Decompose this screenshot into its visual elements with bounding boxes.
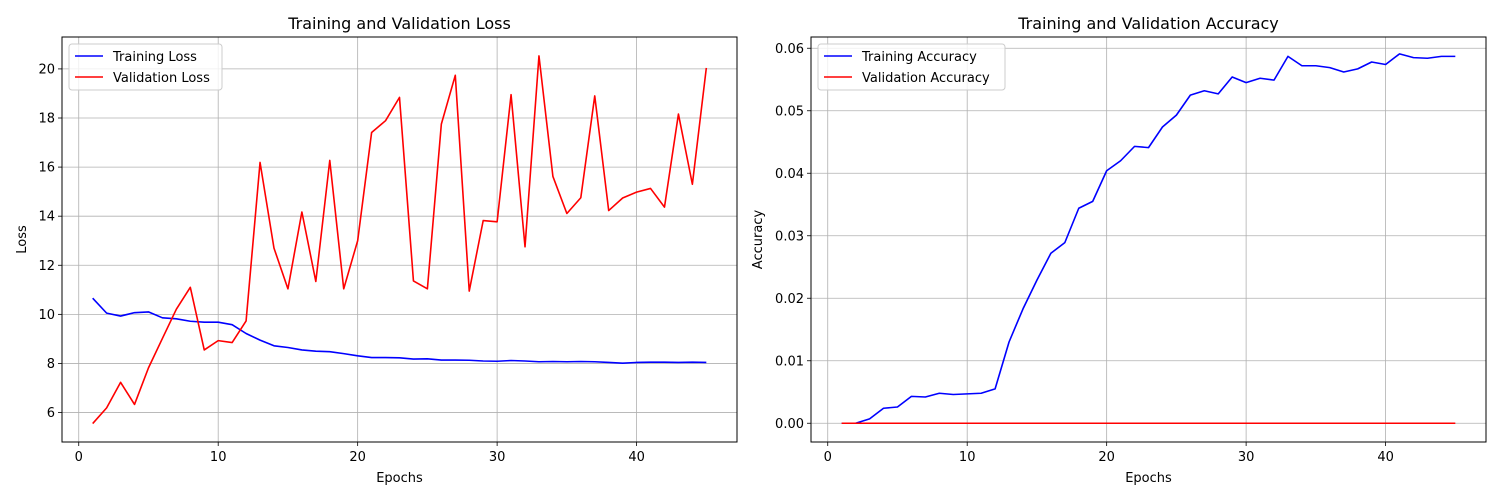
accuracy-y-tick-label: 0.05 (775, 104, 804, 119)
loss-plot-frame (61, 36, 738, 443)
accuracy-x-tick-label: 40 (1377, 450, 1394, 465)
loss-y-tick-label: 20 (38, 62, 55, 77)
loss-tick-layer: 0 10 20 30 40 6 8 10 12 14 16 18 20 (38, 62, 644, 465)
loss-x-tick-label: 10 (210, 450, 227, 465)
accuracy-x-tick-label: 30 (1238, 450, 1255, 465)
loss-y-tick-label: 18 (38, 112, 55, 127)
accuracy-y-tick-label: 0.01 (775, 354, 804, 369)
loss-grid (62, 37, 737, 442)
loss-legend-box (68, 43, 223, 91)
accuracy-y-tick-label: 0.02 (775, 292, 804, 307)
accuracy-y-tick-label: 0.00 (775, 417, 804, 432)
loss-legend-validation-label: Validation Loss (113, 71, 210, 86)
accuracy-tick-layer: 0 10 20 30 40 0.00 0.01 0.02 0.03 0.04 0.05 0.06 (775, 42, 1394, 465)
accuracy-x-axis-label: Epochs (1125, 471, 1172, 486)
accuracy-y-tick-label: 0.06 (775, 42, 804, 57)
loss-series-validation-loss (92, 55, 708, 425)
loss-x-axis-label: Epochs (376, 471, 423, 486)
accuracy-y-tick-label: 0.03 (775, 229, 804, 244)
accuracy-chart-title: Training and Validation Accuracy (1017, 14, 1279, 33)
loss-series-training-loss (92, 297, 707, 365)
loss-y-axis-label: Loss (15, 225, 30, 254)
loss-y-tick-label: 14 (38, 210, 55, 225)
loss-y-tick-label: 8 (47, 357, 55, 372)
loss-y-tick-label: 12 (38, 259, 55, 274)
accuracy-legend-training-label: Training Accuracy (861, 50, 977, 65)
loss-y-tick-label: 10 (38, 308, 55, 323)
loss-y-tick-label: 6 (47, 406, 55, 421)
loss-x-tick-label: 0 (75, 450, 83, 465)
loss-chart: 0 10 20 30 40 6 8 10 12 14 16 18 20 Training and Val… (15, 14, 738, 486)
loss-chart-title: Training and Validation Loss (287, 14, 511, 33)
loss-x-tick-label: 20 (349, 450, 366, 465)
accuracy-legend: Training Accuracy Validation Accuracy (817, 43, 1006, 91)
loss-x-tick-label: 30 (489, 450, 506, 465)
accuracy-legend-validation-label: Validation Accuracy (862, 71, 990, 86)
loss-legend-training-label: Training Loss (112, 50, 197, 65)
accuracy-chart: 0 10 20 30 40 0.00 0.01 0.02 0.03 0.04 0.05 0.06 Tr… (751, 14, 1487, 486)
accuracy-y-tick-label: 0.04 (775, 167, 804, 182)
loss-series-layer (92, 55, 708, 425)
accuracy-y-axis-label: Accuracy (751, 210, 766, 270)
accuracy-legend-box (817, 43, 1006, 91)
accuracy-x-tick-label: 0 (824, 450, 832, 465)
accuracy-x-tick-label: 10 (959, 450, 976, 465)
loss-legend: Training Loss Validation Loss (68, 43, 223, 91)
accuracy-plot-frame (810, 36, 1487, 443)
accuracy-series-training-accuracy (841, 53, 1456, 425)
accuracy-series-layer (841, 53, 1456, 425)
loss-x-tick-label: 40 (628, 450, 645, 465)
loss-y-tick-label: 16 (38, 161, 55, 176)
accuracy-x-tick-label: 20 (1098, 450, 1115, 465)
